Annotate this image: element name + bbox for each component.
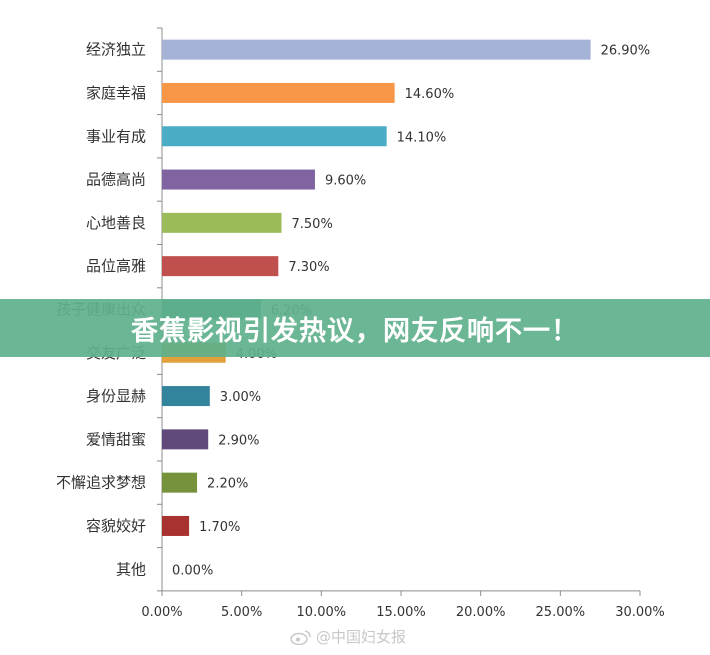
x-tick-label: 0.00% xyxy=(141,605,182,620)
bar xyxy=(162,39,591,60)
bar xyxy=(162,472,198,493)
bar xyxy=(162,82,395,103)
category-label: 品位高雅 xyxy=(86,257,146,275)
category-label: 事业有成 xyxy=(86,127,146,145)
x-tick-label: 15.00% xyxy=(376,605,426,620)
x-tick-label: 10.00% xyxy=(297,605,347,620)
bar xyxy=(162,386,210,407)
x-tick-label: 20.00% xyxy=(456,605,506,620)
overlay-banner: 香蕉影视引发热议，网友反响不一！ xyxy=(0,299,710,357)
category-label: 不懈追求梦想 xyxy=(56,474,146,492)
value-label: 2.90% xyxy=(218,433,259,448)
bar xyxy=(162,256,279,277)
weibo-icon xyxy=(290,629,311,645)
bar xyxy=(162,169,315,190)
category-label: 爱情甜蜜 xyxy=(86,430,146,448)
value-label: 14.60% xyxy=(405,87,455,102)
x-tick-label: 25.00% xyxy=(536,605,586,620)
category-label: 品德高尚 xyxy=(86,171,146,189)
value-label: 14.10% xyxy=(397,130,447,145)
bar xyxy=(162,212,282,233)
value-label: 7.30% xyxy=(288,260,329,275)
x-tick-label: 30.00% xyxy=(615,605,665,620)
bar xyxy=(162,515,190,536)
value-label: 26.90% xyxy=(601,44,651,59)
category-label: 心地善良 xyxy=(86,214,146,232)
banner-text: 香蕉影视引发热议，网友反响不一！ xyxy=(131,315,579,347)
value-label: 9.60% xyxy=(325,174,366,189)
value-label: 2.20% xyxy=(207,477,248,492)
value-label: 1.70% xyxy=(199,520,240,535)
x-tick-label: 5.00% xyxy=(221,605,262,620)
value-label: 0.00% xyxy=(172,563,213,578)
category-label: 经济独立 xyxy=(86,41,146,59)
value-label: 3.00% xyxy=(220,390,261,405)
category-label: 身份显赫 xyxy=(86,387,146,405)
bar xyxy=(162,126,387,147)
category-label: 家庭幸福 xyxy=(86,84,146,102)
category-label: 其他 xyxy=(116,560,146,578)
watermark-text: @中国妇女报 xyxy=(316,628,407,646)
category-label: 容貌姣好 xyxy=(86,517,146,535)
value-label: 7.50% xyxy=(292,217,333,232)
bar xyxy=(162,429,209,450)
watermark: @中国妇女报 xyxy=(290,626,406,647)
